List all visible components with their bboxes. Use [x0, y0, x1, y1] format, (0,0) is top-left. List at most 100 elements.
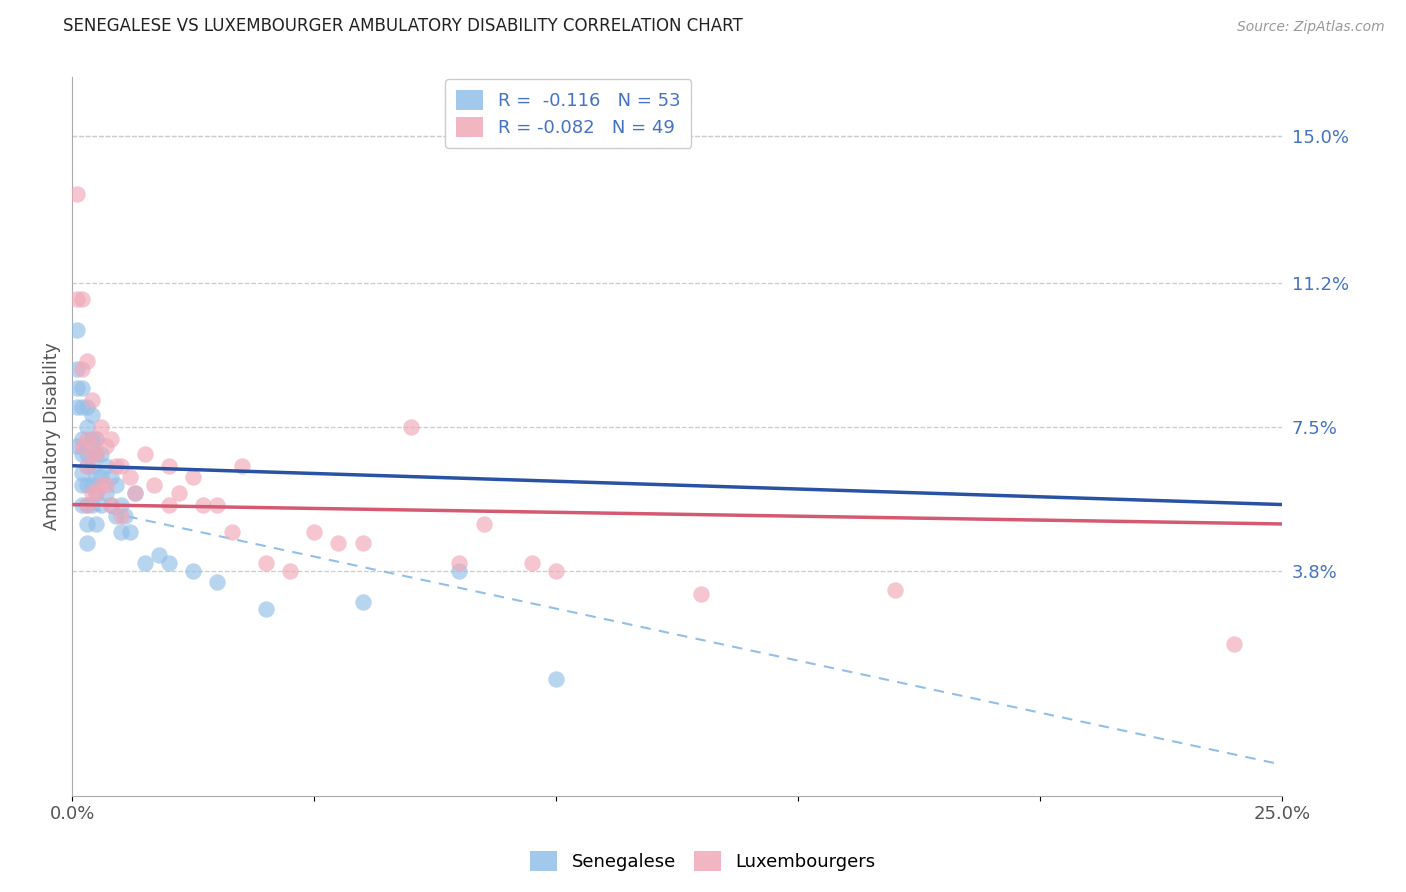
- Y-axis label: Ambulatory Disability: Ambulatory Disability: [44, 343, 60, 531]
- Point: [254, 602, 277, 616]
- Point: [70, 478, 93, 492]
- Point: [70, 381, 93, 395]
- Point: [70, 447, 93, 461]
- Point: [167, 486, 190, 500]
- Text: SENEGALESE VS LUXEMBOURGER AMBULATORY DISABILITY CORRELATION CHART: SENEGALESE VS LUXEMBOURGER AMBULATORY DI…: [63, 17, 742, 35]
- Point: [90, 498, 112, 512]
- Point: [76, 458, 98, 473]
- Point: [76, 498, 98, 512]
- Point: [302, 524, 325, 539]
- Point: [100, 498, 122, 512]
- Point: [86, 470, 108, 484]
- Point: [157, 556, 180, 570]
- Point: [76, 401, 98, 415]
- Point: [120, 470, 142, 484]
- Point: [191, 498, 214, 512]
- Point: [66, 186, 89, 201]
- Point: [94, 439, 117, 453]
- Point: [110, 509, 132, 524]
- Point: [399, 420, 422, 434]
- Point: [449, 556, 471, 570]
- Point: [181, 564, 204, 578]
- Point: [80, 392, 103, 407]
- Legend: Senegalese, Luxembourgers: Senegalese, Luxembourgers: [523, 844, 883, 879]
- Point: [100, 498, 122, 512]
- Point: [76, 536, 98, 550]
- Point: [66, 323, 89, 337]
- Point: [80, 409, 103, 423]
- Point: [157, 498, 180, 512]
- Point: [110, 498, 132, 512]
- Point: [94, 458, 117, 473]
- Point: [76, 354, 98, 368]
- Point: [76, 516, 98, 531]
- Point: [70, 292, 93, 306]
- Point: [76, 478, 98, 492]
- Point: [70, 401, 93, 415]
- Point: [66, 401, 89, 415]
- Point: [100, 470, 122, 484]
- Point: [120, 524, 142, 539]
- Point: [124, 486, 146, 500]
- Point: [70, 432, 93, 446]
- Point: [70, 498, 93, 512]
- Point: [148, 548, 170, 562]
- Point: [472, 516, 495, 531]
- Point: [90, 478, 112, 492]
- Point: [546, 564, 568, 578]
- Point: [66, 292, 89, 306]
- Point: [76, 432, 98, 446]
- Point: [80, 432, 103, 446]
- Point: [76, 447, 98, 461]
- Point: [254, 556, 277, 570]
- Point: [883, 582, 905, 597]
- Point: [352, 594, 374, 608]
- Point: [80, 478, 103, 492]
- Point: [231, 458, 253, 473]
- Point: [207, 498, 229, 512]
- Point: [86, 447, 108, 461]
- Point: [690, 587, 713, 601]
- Point: [207, 575, 229, 590]
- Point: [70, 439, 93, 453]
- Point: [70, 361, 93, 376]
- Point: [90, 420, 112, 434]
- Point: [352, 536, 374, 550]
- Point: [86, 486, 108, 500]
- Point: [70, 467, 93, 481]
- Point: [90, 470, 112, 484]
- Point: [66, 439, 89, 453]
- Point: [134, 556, 156, 570]
- Point: [278, 564, 301, 578]
- Point: [66, 381, 89, 395]
- Point: [86, 447, 108, 461]
- Point: [76, 420, 98, 434]
- Point: [90, 447, 112, 461]
- Point: [114, 509, 136, 524]
- Point: [80, 498, 103, 512]
- Point: [94, 478, 117, 492]
- Point: [181, 470, 204, 484]
- Point: [520, 556, 543, 570]
- Point: [110, 458, 132, 473]
- Legend: R =  -0.116   N = 53, R = -0.082   N = 49: R = -0.116 N = 53, R = -0.082 N = 49: [446, 79, 692, 148]
- Point: [221, 524, 243, 539]
- Point: [449, 564, 471, 578]
- Point: [104, 458, 127, 473]
- Text: Source: ZipAtlas.com: Source: ZipAtlas.com: [1237, 21, 1385, 34]
- Point: [80, 486, 103, 500]
- Point: [80, 458, 103, 473]
- Point: [86, 486, 108, 500]
- Point: [157, 458, 180, 473]
- Point: [1222, 637, 1244, 651]
- Point: [100, 432, 122, 446]
- Point: [104, 509, 127, 524]
- Point: [94, 486, 117, 500]
- Point: [86, 432, 108, 446]
- Point: [143, 478, 166, 492]
- Point: [76, 498, 98, 512]
- Point: [328, 536, 350, 550]
- Point: [124, 486, 146, 500]
- Point: [80, 447, 103, 461]
- Point: [66, 361, 89, 376]
